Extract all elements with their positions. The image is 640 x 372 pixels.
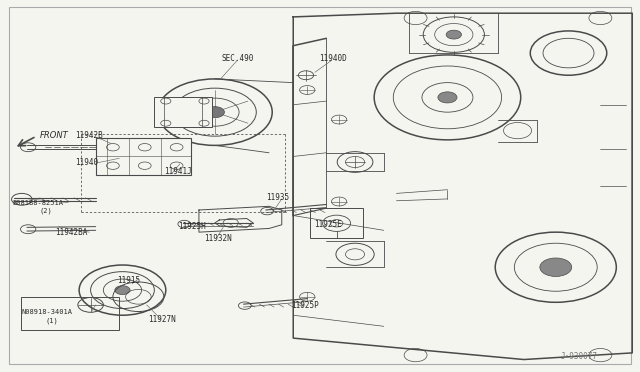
Circle shape (205, 107, 225, 118)
Bar (154, 97, 212, 127)
Text: (1): (1) (46, 318, 59, 324)
Text: B081B8-8251A: B081B8-8251A (13, 200, 64, 206)
Text: 11942BA: 11942BA (56, 228, 88, 237)
Text: 11915: 11915 (117, 276, 141, 285)
Text: 11940D: 11940D (319, 54, 346, 63)
Bar (310, 208, 363, 238)
Text: 11927N: 11927N (148, 315, 176, 324)
Circle shape (438, 92, 457, 103)
Text: (2): (2) (40, 208, 52, 214)
Text: 11940: 11940 (75, 157, 98, 167)
Text: 11941J: 11941J (164, 167, 191, 176)
Text: 11925P: 11925P (291, 301, 319, 311)
Text: N08918-3401A: N08918-3401A (22, 309, 73, 315)
Text: 11925H: 11925H (179, 222, 206, 231)
Bar (96, 138, 191, 175)
Circle shape (115, 286, 130, 295)
Text: 11932N: 11932N (204, 234, 232, 243)
Text: 11935: 11935 (266, 193, 289, 202)
Circle shape (540, 258, 572, 276)
Text: 11942B: 11942B (75, 131, 102, 140)
Circle shape (446, 30, 461, 39)
Text: SEC.490: SEC.490 (221, 54, 253, 63)
Text: J·930077: J·930077 (561, 352, 598, 361)
Text: FRONT: FRONT (40, 131, 68, 140)
Text: 11925E: 11925E (314, 220, 341, 229)
Bar (20, 297, 119, 330)
